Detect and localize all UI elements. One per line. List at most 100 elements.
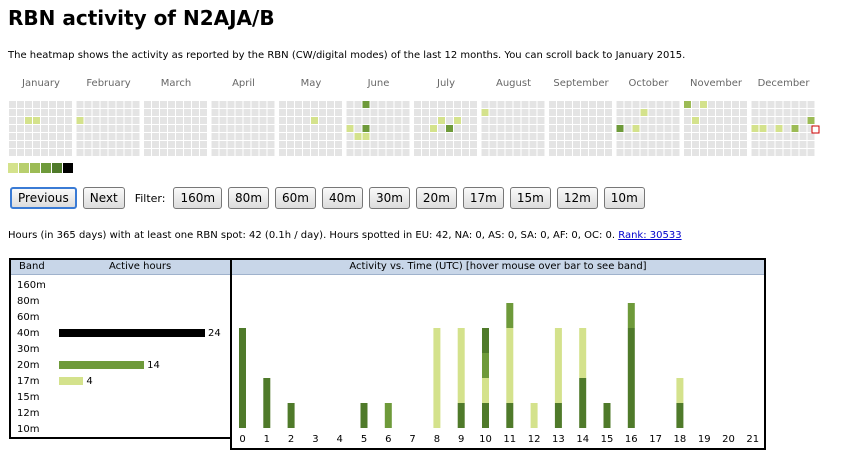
heatmap-day-cell	[235, 141, 243, 148]
heatmap-day-cell	[84, 149, 92, 156]
heatmap-day-cell	[684, 133, 691, 140]
heatmap-day-cell	[791, 125, 799, 132]
heatmap-day-cell	[33, 141, 40, 148]
heatmap-day-cell	[192, 149, 199, 156]
band-filter-button[interactable]: 10m	[603, 187, 645, 209]
heatmap-day-cell	[422, 141, 429, 148]
band-filter-button[interactable]: 17m	[462, 187, 504, 209]
activity-bar-segment[interactable]	[457, 328, 465, 403]
activity-bar-segment[interactable]	[627, 328, 635, 428]
heatmap-day-cell	[295, 101, 302, 108]
band-filter-button[interactable]: 30m	[368, 187, 410, 209]
heatmap-day-cell	[267, 133, 275, 140]
heatmap-day-cell	[116, 117, 124, 124]
heatmap-day-cell	[454, 149, 461, 156]
heatmap-day-cell	[354, 117, 362, 124]
band-row: 15m	[17, 390, 57, 404]
heatmap-day-cell	[672, 133, 680, 140]
band-filter-button[interactable]: 80m	[228, 187, 270, 209]
heatmap-day-cell	[243, 101, 251, 108]
activity-bar-segment[interactable]	[287, 403, 295, 428]
heatmap-day-cell	[33, 149, 40, 156]
heatmap-day-cell	[791, 141, 799, 148]
next-button[interactable]: Next	[82, 187, 125, 209]
heatmap-day-cell	[295, 133, 302, 140]
band-filter-button[interactable]: 12m	[556, 187, 598, 209]
hour-tick-label: 6	[385, 434, 391, 445]
activity-bar-segment[interactable]	[676, 378, 684, 403]
heatmap-day-cell	[152, 133, 159, 140]
heatmap-day-cell	[251, 101, 259, 108]
band-filter-button[interactable]: 15m	[509, 187, 551, 209]
heatmap-day-cell	[565, 109, 572, 116]
heatmap-day-cell	[624, 125, 632, 132]
heatmap-day-cell	[605, 101, 612, 108]
activity-bar-segment[interactable]	[360, 403, 368, 428]
activity-bar-segment[interactable]	[457, 403, 465, 428]
band-filter-button[interactable]: 20m	[415, 187, 457, 209]
heatmap-day-cell	[92, 117, 100, 124]
activity-bar-segment[interactable]	[603, 403, 611, 428]
activity-bar-segment[interactable]	[482, 328, 489, 353]
heatmap-day-cell	[49, 125, 56, 132]
activity-bar-segment[interactable]	[506, 403, 514, 428]
activity-bar-segment[interactable]	[263, 378, 271, 428]
heatmap-day-cell	[481, 133, 489, 140]
heatmap-day-cell	[775, 101, 783, 108]
activity-bar-segment[interactable]	[579, 378, 587, 428]
heatmap-day-cell	[132, 149, 140, 156]
heatmap-day-cell	[430, 149, 437, 156]
legend-swatch	[8, 163, 18, 173]
activity-bar-segment[interactable]	[554, 403, 562, 428]
band-row: 20m 14	[17, 358, 160, 372]
heatmap-day-cell	[279, 117, 286, 124]
heatmap-day-cell	[279, 141, 286, 148]
activity-bar-segment[interactable]	[530, 403, 538, 428]
heatmap-day-cell	[311, 109, 318, 116]
heatmap-day-cell	[759, 141, 767, 148]
activity-bar-segment[interactable]	[506, 303, 514, 328]
band-filter-button[interactable]: 40m	[321, 187, 363, 209]
band-hours-value: 14	[147, 359, 160, 371]
heatmap-day-cell	[648, 141, 656, 148]
heatmap-day-cell	[807, 109, 815, 116]
heatmap-day-cell	[422, 101, 429, 108]
filter-label: Filter:	[134, 191, 166, 205]
previous-button[interactable]: Previous	[10, 187, 77, 209]
activity-bar-segment[interactable]	[482, 378, 489, 403]
hour-tick-label: 9	[458, 434, 464, 445]
heatmap-day-cell	[724, 109, 731, 116]
heatmap-day-cell	[521, 101, 529, 108]
band-filter-button[interactable]: 60m	[275, 187, 316, 209]
heatmap-day-cell	[160, 117, 167, 124]
heatmap-day-cell	[211, 101, 219, 108]
band-label: 80m	[17, 295, 40, 307]
heatmap-day-cell	[565, 101, 572, 108]
activity-bar-segment[interactable]	[627, 303, 635, 328]
activity-bar-segment[interactable]	[239, 328, 246, 428]
activity-bar-segment[interactable]	[506, 328, 514, 403]
heatmap-day-cell	[470, 117, 477, 124]
heatmap-day-cell	[640, 117, 648, 124]
rank-link[interactable]: Rank: 30533	[618, 230, 682, 241]
activity-bar-segment[interactable]	[579, 328, 587, 378]
activity-bar-segment[interactable]	[433, 328, 441, 428]
activity-bar-segment[interactable]	[482, 403, 489, 428]
active-hours-column-header: Active hours	[109, 261, 172, 272]
heatmap-day-cell	[65, 125, 72, 132]
activity-bar-segment[interactable]	[554, 328, 562, 403]
heatmap-day-cell	[565, 125, 572, 132]
heatmap-day-cell	[152, 101, 159, 108]
heatmap-day-cell	[235, 149, 243, 156]
heatmap-day-cell	[589, 125, 596, 132]
activity-bar-segment[interactable]	[384, 403, 392, 428]
heatmap-day-cell	[573, 141, 580, 148]
stats-text: Hours (in 365 days) with at least one RB…	[8, 230, 616, 241]
heatmap-day-cell	[624, 149, 632, 156]
activity-bar-segment[interactable]	[482, 353, 489, 378]
activity-bar-segment[interactable]	[676, 403, 684, 428]
heatmap-day-cell	[422, 109, 429, 116]
heatmap-day-cell	[116, 141, 124, 148]
band-filter-button[interactable]: 160m	[173, 187, 223, 209]
heatmap-day-cell	[160, 125, 167, 132]
